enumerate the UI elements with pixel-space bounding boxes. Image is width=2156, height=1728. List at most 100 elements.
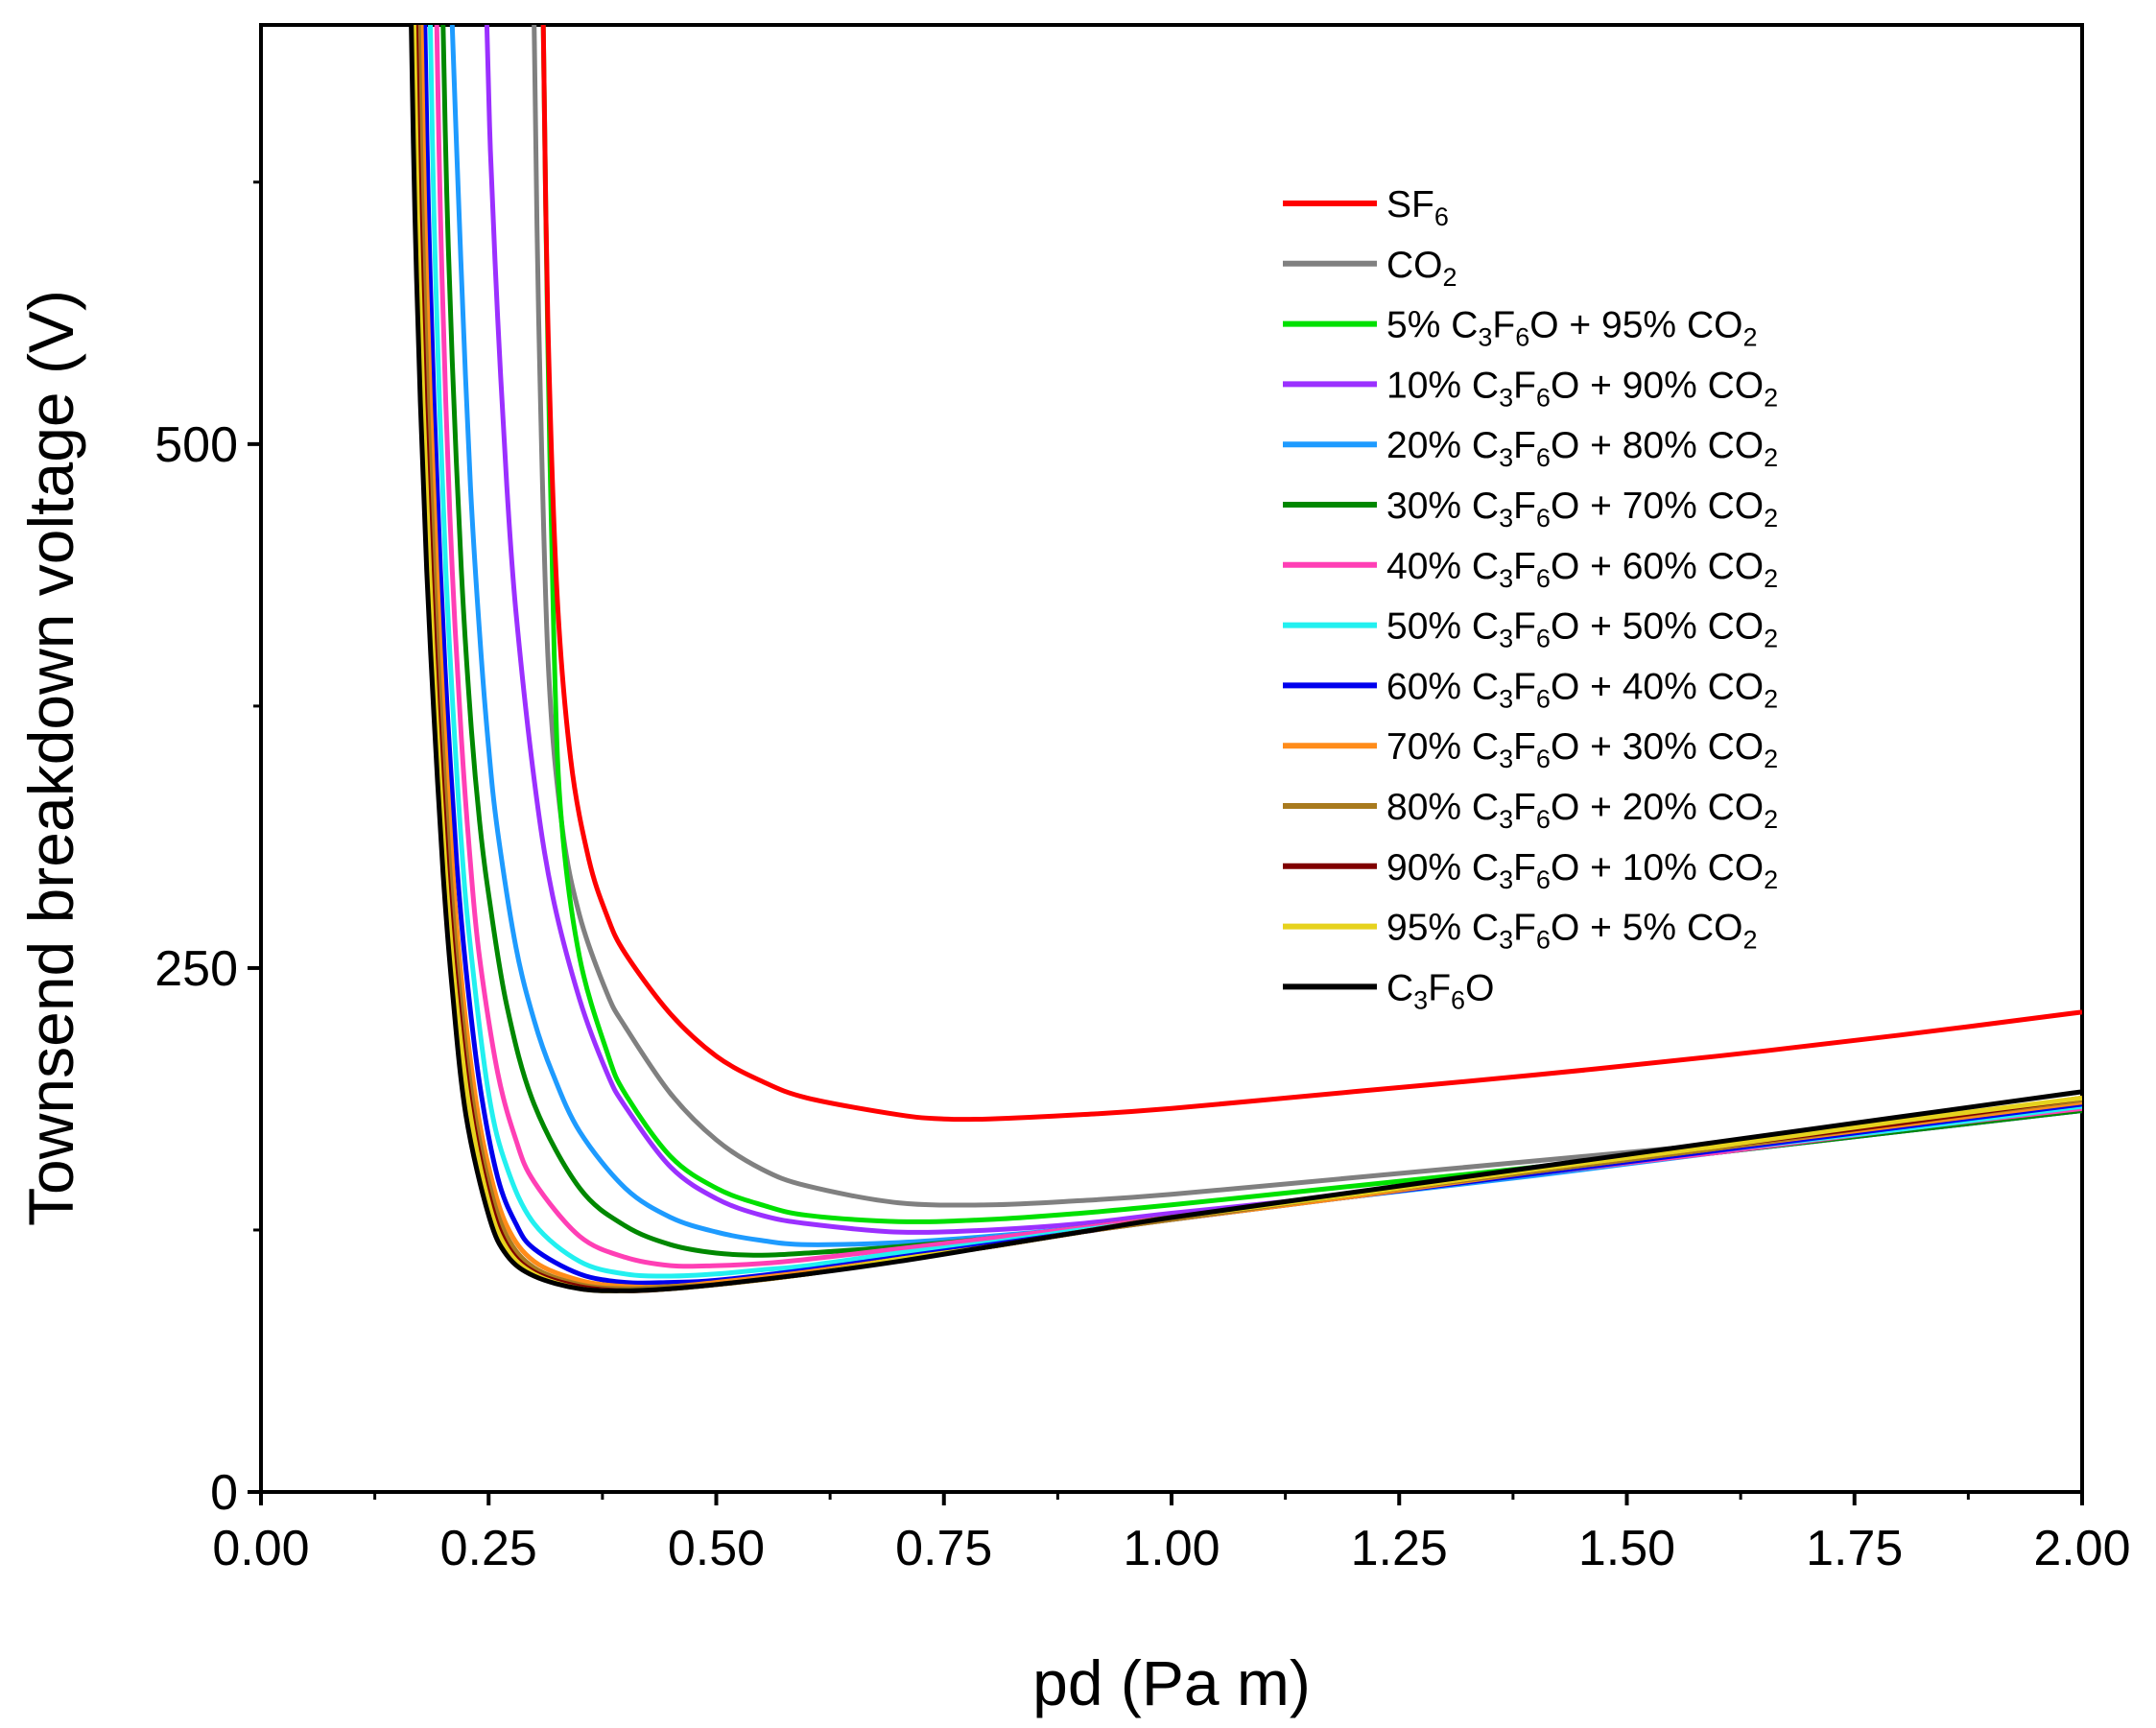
legend-subscript: 6 — [1536, 926, 1551, 955]
legend-entry: 80% C3F6O + 20% CO2 — [1386, 787, 1778, 834]
legend-text-part: O + 70% CO — [1551, 485, 1764, 527]
legend-text-part: O + 20% CO — [1551, 787, 1764, 828]
legend-text-part: F — [1513, 546, 1536, 587]
series-lines — [409, 25, 2082, 1293]
legend-subscript: 2 — [1764, 504, 1778, 533]
legend-subscript: 3 — [1499, 745, 1513, 773]
legend-entry: 95% C3F6O + 5% CO2 — [1386, 908, 1757, 955]
legend-text-part: F — [1513, 666, 1536, 707]
legend-text-part: 50% C — [1386, 606, 1499, 648]
x-tick-label: 1.25 — [1351, 1521, 1448, 1576]
legend-subscript: 2 — [1742, 926, 1757, 955]
legend-text-part: O + 95% CO — [1529, 305, 1742, 346]
legend-text-part: O + 5% CO — [1551, 908, 1742, 949]
legend-entry: 40% C3F6O + 60% CO2 — [1386, 546, 1778, 593]
legend-text-part: CO — [1386, 245, 1443, 286]
legend-text-part: 10% C — [1386, 365, 1499, 406]
x-tick-label: 1.00 — [1123, 1521, 1220, 1576]
legend-text-part: O + 90% CO — [1551, 365, 1764, 406]
legend-subscript: 2 — [1764, 865, 1778, 894]
legend-text-part: 95% C — [1386, 908, 1499, 949]
x-tick-label: 0.25 — [440, 1521, 537, 1576]
legend-text-part: F — [1513, 606, 1536, 648]
legend-subscript: 3 — [1499, 805, 1513, 834]
legend-subscript: 3 — [1499, 865, 1513, 894]
x-tick-label: 0.00 — [212, 1521, 309, 1576]
legend-text-part: O + 30% CO — [1551, 726, 1764, 768]
x-axis-title: pd (Pa m) — [1032, 1647, 1311, 1718]
legend-subscript: 2 — [1764, 805, 1778, 834]
legend-subscript: 6 — [1536, 383, 1551, 412]
legend-text-part: 5% C — [1386, 305, 1478, 346]
legend-subscript: 6 — [1536, 745, 1551, 773]
legend-text-part: 40% C — [1386, 546, 1499, 587]
legend-entry: 50% C3F6O + 50% CO2 — [1386, 606, 1778, 653]
legend-subscript: 2 — [1764, 684, 1778, 713]
x-tick-label: 0.75 — [895, 1521, 992, 1576]
legend-subscript: 6 — [1536, 805, 1551, 834]
legend-subscript: 2 — [1764, 745, 1778, 773]
x-tick-label: 1.50 — [1578, 1521, 1675, 1576]
legend-subscript: 6 — [1434, 202, 1449, 231]
legend-text-part: F — [1428, 967, 1451, 1008]
legend-text-part: SF — [1386, 184, 1434, 225]
series-line-6 — [434, 25, 2082, 1269]
series-line-9 — [418, 25, 2082, 1290]
legend-text-part: O + 10% CO — [1551, 847, 1764, 888]
legend-text-part: O + 80% CO — [1551, 425, 1764, 466]
series-line-1 — [532, 25, 2082, 1208]
legend-subscript: 6 — [1536, 684, 1551, 713]
series-line-4 — [449, 25, 2082, 1247]
legend-text-part: F — [1513, 425, 1536, 466]
legend-subscript: 6 — [1536, 625, 1551, 653]
legend-text-part: F — [1513, 485, 1536, 527]
legend-subscript: 3 — [1499, 564, 1513, 593]
legend-subscript: 3 — [1499, 926, 1513, 955]
legend-subscript: 3 — [1499, 684, 1513, 713]
legend-text-part: F — [1513, 365, 1536, 406]
legend-subscript: 3 — [1499, 625, 1513, 653]
legend-subscript: 6 — [1536, 504, 1551, 533]
y-axis-title: Townsend breakdown voltage (V) — [15, 290, 86, 1226]
legend-text-part: O + 40% CO — [1551, 666, 1764, 707]
legend-text-part: 30% C — [1386, 485, 1499, 527]
legend-text-part: C — [1386, 967, 1413, 1008]
legend-entry: 10% C3F6O + 90% CO2 — [1386, 365, 1778, 412]
legend-entry: SF6 — [1386, 184, 1449, 231]
legend-text-part: F — [1513, 726, 1536, 768]
legend-text-part: 90% C — [1386, 847, 1499, 888]
legend-subscript: 6 — [1536, 564, 1551, 593]
legend-subscript: 3 — [1413, 985, 1428, 1014]
legend-subscript: 6 — [1536, 443, 1551, 472]
y-tick-label: 250 — [154, 941, 238, 997]
x-tick-label: 2.00 — [2033, 1521, 2130, 1576]
legend-subscript: 3 — [1499, 504, 1513, 533]
legend-subscript: 3 — [1499, 383, 1513, 412]
legend-entry: 70% C3F6O + 30% CO2 — [1386, 726, 1778, 773]
legend-text-part: 70% C — [1386, 726, 1499, 768]
y-tick-label: 500 — [154, 417, 238, 473]
legend-text-part: 80% C — [1386, 787, 1499, 828]
legend-text-part: F — [1492, 305, 1515, 346]
legend-subscript: 2 — [1764, 383, 1778, 412]
series-line-7 — [428, 25, 2082, 1279]
legend-entry: 60% C3F6O + 40% CO2 — [1386, 666, 1778, 713]
legend-text-part: 20% C — [1386, 425, 1499, 466]
legend-subscript: 2 — [1443, 263, 1457, 292]
legend-subscript: 2 — [1764, 625, 1778, 653]
legend-entry: C3F6O — [1386, 967, 1494, 1014]
legend-subscript: 2 — [1742, 323, 1757, 352]
series-line-5 — [440, 25, 2082, 1258]
legend-entry: 5% C3F6O + 95% CO2 — [1386, 305, 1757, 352]
y-tick-label: 0 — [210, 1465, 238, 1521]
legend-text-part: F — [1513, 908, 1536, 949]
series-line-0 — [540, 25, 2082, 1123]
legend-subscript: 2 — [1764, 564, 1778, 593]
legend-subscript: 3 — [1478, 323, 1492, 352]
legend-text-part: O — [1465, 967, 1494, 1008]
x-tick-label: 0.50 — [668, 1521, 765, 1576]
legend-entry: 30% C3F6O + 70% CO2 — [1386, 485, 1778, 533]
legend-entry: CO2 — [1386, 245, 1457, 292]
legend-text-part: 60% C — [1386, 666, 1499, 707]
